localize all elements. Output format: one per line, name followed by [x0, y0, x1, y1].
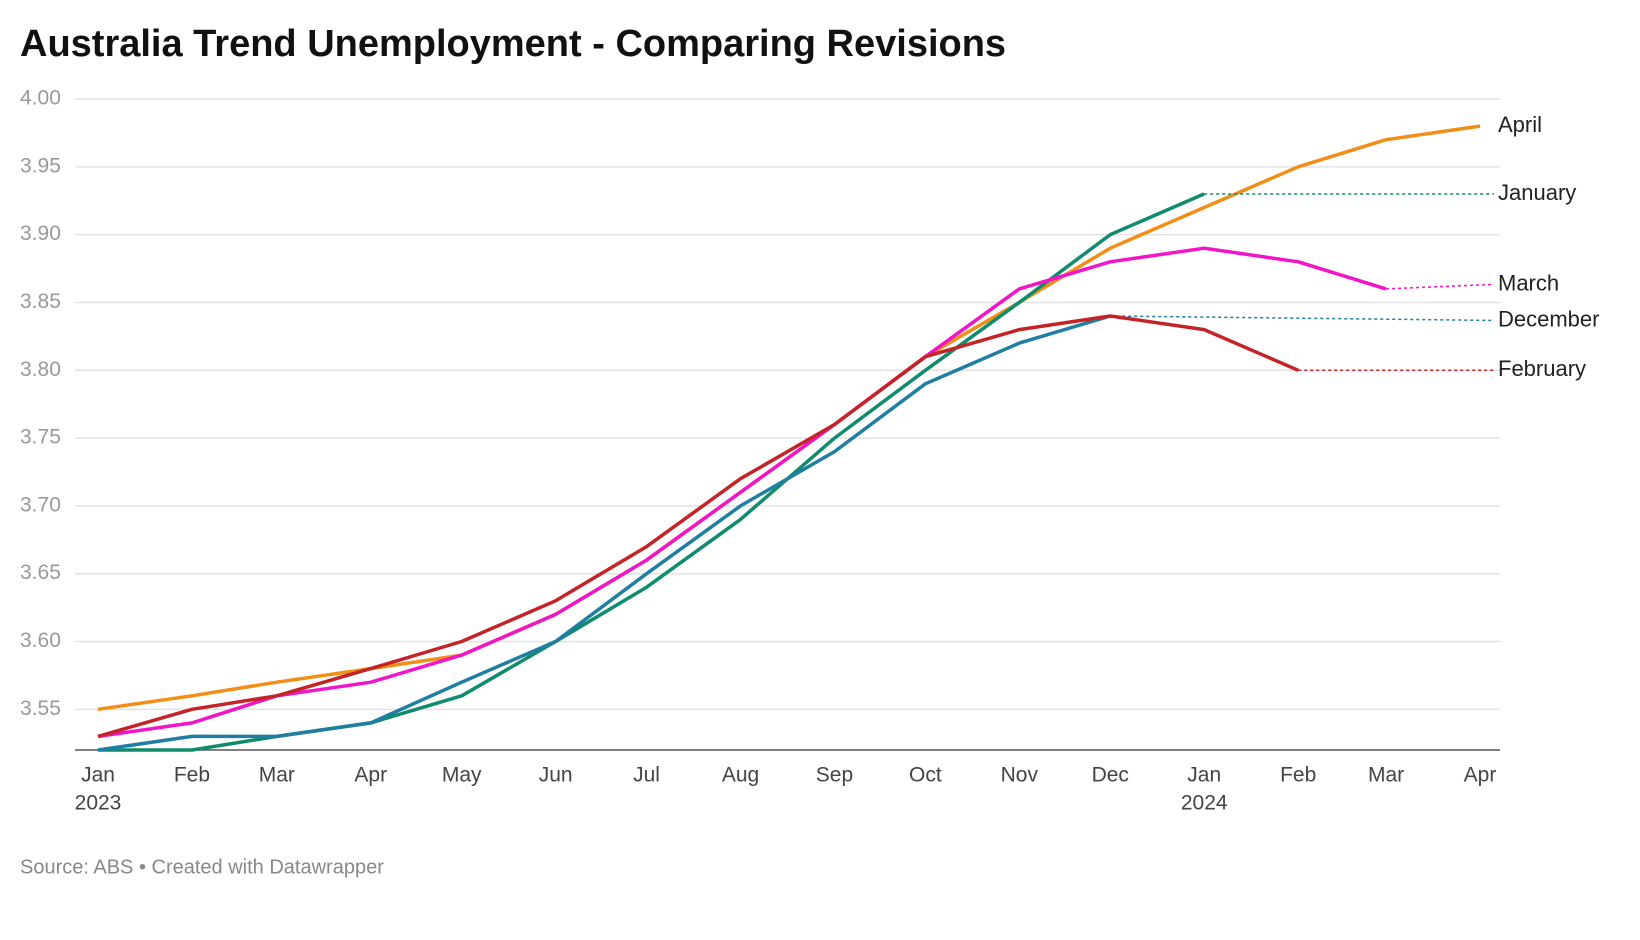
x-tick-label: Feb	[1280, 764, 1316, 787]
source-note: Source: ABS • Created with Datawrapper	[20, 856, 384, 878]
y-tick-label: 3.85	[20, 290, 61, 313]
x-tick-label: Apr	[354, 764, 387, 787]
y-tick-label: 3.90	[20, 222, 61, 245]
x-year-label: 2024	[1181, 792, 1228, 815]
x-tick-label: Mar	[259, 764, 295, 787]
series-label: January	[1498, 180, 1576, 205]
y-tick-label: 3.95	[20, 154, 61, 177]
series-label: February	[1498, 356, 1586, 381]
series: March	[97, 246, 1559, 739]
x-tick-label: Aug	[722, 764, 759, 787]
x-tick-label: May	[442, 764, 482, 787]
y-tick-label: 3.55	[20, 697, 61, 720]
x-year-label: 2023	[75, 792, 122, 815]
leader-line	[1386, 283, 1495, 290]
x-tick-label: Jan	[1187, 764, 1221, 787]
y-tick-label: 3.60	[20, 629, 61, 652]
y-tick-label: 3.65	[20, 561, 61, 584]
x-tick-label: Apr	[1464, 764, 1497, 787]
y-tick-label: 3.75	[20, 426, 61, 449]
y-tick-label: 3.80	[20, 358, 61, 381]
leader-line	[1110, 315, 1495, 322]
x-tick-label: Sep	[816, 764, 853, 787]
series-label: March	[1498, 270, 1559, 295]
series: April	[97, 112, 1542, 712]
series: December	[97, 306, 1599, 752]
x-tick-label: Feb	[174, 764, 210, 787]
line	[97, 124, 1481, 712]
chart-title: Australia Trend Unemployment - Comparing…	[20, 23, 1006, 65]
y-tick-label: 4.00	[20, 87, 61, 110]
x-tick-label: Dec	[1092, 764, 1129, 787]
series: January	[98, 180, 1576, 752]
line	[97, 314, 1299, 739]
x-tick-label: Nov	[1001, 764, 1039, 787]
x-tick-label: Jan	[81, 764, 115, 787]
x-tick-label: Jun	[539, 764, 573, 787]
y-tick-label: 3.70	[20, 493, 61, 516]
line	[97, 314, 1111, 752]
x-tick-label: Mar	[1368, 764, 1404, 787]
line	[98, 192, 1205, 752]
x-tick-label: Oct	[909, 764, 942, 787]
series-label: December	[1498, 306, 1599, 331]
x-tick-label: Jul	[633, 764, 660, 787]
line	[97, 246, 1387, 739]
series-label: April	[1498, 112, 1542, 137]
series: February	[97, 314, 1586, 739]
